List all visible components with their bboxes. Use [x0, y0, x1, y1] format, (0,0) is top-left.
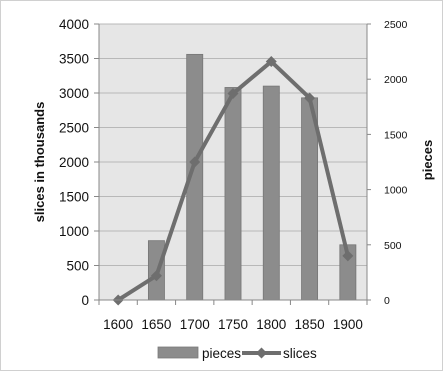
- y2-tick-label: 1000: [384, 185, 408, 197]
- y-tick-label: 1000: [59, 224, 89, 239]
- y2-tick-label: 0: [384, 295, 390, 307]
- axis-layer: [94, 23, 371, 305]
- x-tick-label: 1700: [180, 317, 210, 332]
- tick-layer: 0 500 1000 1500 2000 2500 3000 3500 4000 0 500 1000…: [59, 17, 408, 332]
- legend-label-slices: slices: [283, 346, 317, 361]
- marker-slices: [265, 56, 277, 68]
- y-tick-label: 1500: [59, 190, 89, 205]
- y-tick-label: 2000: [59, 155, 89, 170]
- y-tick-label: 3500: [59, 52, 89, 67]
- y2-tick-label: 2500: [384, 19, 408, 31]
- x-tick-label: 1650: [141, 317, 171, 332]
- x-tick-label: 1900: [333, 317, 363, 332]
- marker-slices: [342, 250, 354, 262]
- bar-pieces: [224, 87, 242, 301]
- x-tick-label: 1800: [256, 317, 286, 332]
- y-tick-label: 500: [66, 259, 89, 274]
- legend-marker-slices: [256, 347, 267, 359]
- bar-layer: [147, 53, 357, 301]
- y-tick-label: 2500: [59, 121, 89, 136]
- marker-slices: [189, 156, 201, 168]
- x-tick-label: 1600: [103, 317, 133, 332]
- bar-pieces: [262, 85, 280, 301]
- line-layer: [112, 56, 354, 306]
- marker-slices: [304, 92, 316, 104]
- x-tick-label: 1750: [218, 317, 248, 332]
- y-axis-title: slices in thousands: [32, 102, 47, 223]
- x-tick-label: 1850: [295, 317, 325, 332]
- y2-tick-label: 1500: [384, 129, 408, 141]
- marker-slices: [227, 88, 239, 100]
- y2-tick-label: 500: [384, 240, 402, 252]
- y-tick-label: 3000: [59, 86, 89, 101]
- legend-label-pieces: pieces: [202, 346, 241, 361]
- y2-axis-title: pieces: [420, 140, 435, 180]
- legend: pieces slices: [157, 346, 317, 361]
- y-tick-label: 0: [81, 293, 89, 308]
- y2-tick-label: 2000: [384, 74, 408, 86]
- marker-slices: [150, 270, 162, 282]
- y-tick-label: 4000: [59, 17, 89, 32]
- legend-swatch-pieces: [157, 346, 199, 359]
